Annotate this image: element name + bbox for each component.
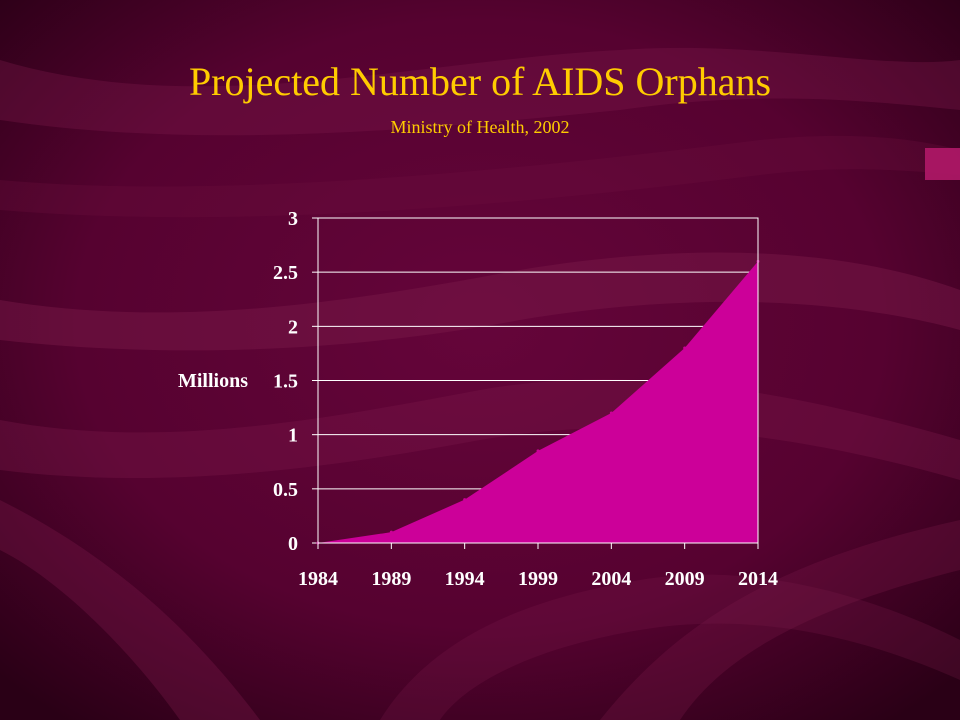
y-tick-label: 2.5 — [273, 262, 298, 284]
x-tick-label: 1989 — [371, 568, 411, 590]
slide-subtitle: Ministry of Health, 2002 — [390, 117, 570, 137]
data-point — [463, 498, 467, 502]
x-tick-label: 1999 — [518, 568, 558, 590]
data-point — [683, 346, 687, 350]
y-tick-label: 0 — [288, 533, 298, 555]
y-axis-label: Millions — [178, 370, 249, 392]
y-tick-label: 1 — [288, 425, 298, 447]
x-tick-label: 1984 — [298, 568, 338, 590]
x-tick-label: 2009 — [665, 568, 705, 590]
y-tick-label: 0.5 — [273, 479, 298, 501]
y-tick-label: 1.5 — [273, 371, 298, 393]
slide-title: Projected Number of AIDS Orphans — [188, 59, 772, 104]
x-tick-label: 2004 — [591, 568, 631, 590]
y-tick-label: 2 — [288, 316, 298, 338]
x-tick-label: 1994 — [445, 568, 485, 590]
data-point — [536, 449, 540, 453]
data-point — [609, 411, 613, 415]
y-tick-label: 3 — [288, 208, 298, 230]
area-series — [318, 261, 758, 543]
data-point — [389, 530, 393, 534]
x-tick-label: 2014 — [738, 568, 778, 590]
